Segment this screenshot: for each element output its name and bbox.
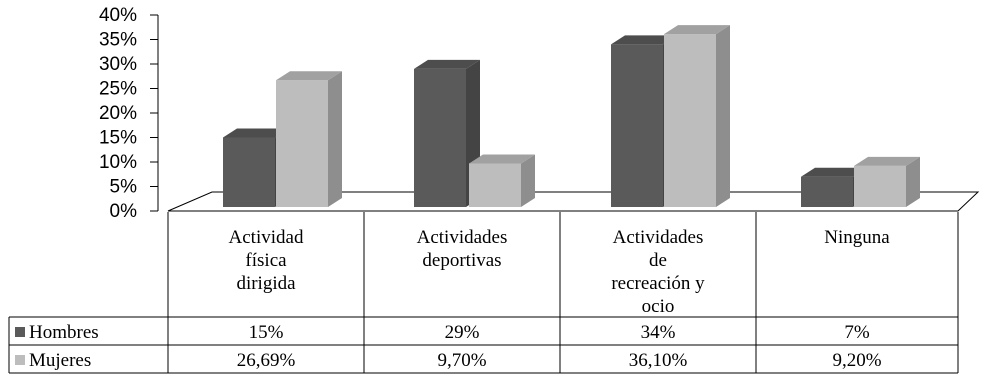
bar-top (414, 59, 480, 69)
bar-side (328, 71, 342, 208)
y-tick-label: 5% (110, 177, 138, 198)
bar-top (223, 128, 289, 138)
category-label-line: recreación y (611, 273, 705, 294)
category-label-line: física (245, 250, 287, 271)
bar-front (854, 165, 906, 207)
category-label-line: deportivas (422, 250, 501, 271)
bar-front (223, 137, 275, 207)
legend-key-hombres (15, 327, 25, 337)
category-label: Actividades de recreación y ocio (611, 227, 705, 317)
data-label: 29% (445, 322, 480, 343)
legend-label-hombres: Hombres (29, 322, 99, 343)
bar-side (716, 25, 730, 207)
category-label: Actividades deportivas (417, 227, 508, 271)
y-tick-label: 20% (99, 103, 137, 124)
bar-front (801, 176, 853, 207)
data-label: 9,20% (832, 350, 881, 371)
bar-top (664, 25, 730, 35)
bar-top (611, 35, 677, 45)
y-tick-label: 25% (99, 79, 137, 100)
y-tick-label: 10% (99, 152, 137, 173)
data-label: 15% (249, 322, 284, 343)
data-label: 36,10% (629, 350, 688, 371)
category-label-line: Actividades (417, 227, 508, 248)
bar-mujeres-3 (664, 25, 730, 207)
bar-front (414, 68, 466, 208)
bar-hombres-2 (414, 59, 480, 208)
bar-front (276, 80, 328, 207)
axis: 0% 5% 10% 15% 20% 25% 30% 35% 40% (99, 5, 980, 222)
y-tick-label: 40% (99, 5, 137, 26)
category-label-line: dirigida (236, 273, 296, 294)
plot-floor (167, 191, 980, 212)
bar-top (469, 154, 535, 164)
data-label: 34% (641, 322, 676, 343)
y-tick-label: 30% (99, 54, 137, 75)
bars (223, 25, 920, 208)
y-tick-label: 35% (99, 30, 137, 51)
category-label-line: Ninguna (824, 227, 890, 248)
bar-top (276, 71, 342, 81)
legend-label-mujeres: Mujeres (29, 350, 91, 371)
category-label-line: de (649, 250, 667, 271)
bar-front (611, 44, 663, 208)
bar-mujeres-2 (469, 154, 535, 207)
y-tick-label: 0% (110, 201, 138, 222)
bar-side (521, 154, 535, 207)
data-label: 26,69% (237, 350, 296, 371)
category-label: Ninguna (824, 227, 890, 248)
legend-key-mujeres (15, 355, 25, 365)
bar-top (854, 156, 920, 166)
category-label-line: Actividad (229, 227, 304, 248)
data-label: 7% (844, 322, 870, 343)
category-label-line: Actividades (613, 227, 704, 248)
y-tick-label: 15% (99, 128, 137, 149)
bar-front (664, 34, 716, 207)
bar-side (906, 156, 920, 207)
category-label: Actividad física dirigida (229, 227, 304, 294)
bar-mujeres-4 (854, 156, 920, 207)
data-label: 9,70% (437, 350, 486, 371)
bar-top (801, 167, 867, 177)
bar-mujeres-1 (276, 71, 342, 208)
category-label-line: ocio (642, 296, 675, 317)
bar-front (469, 163, 521, 207)
